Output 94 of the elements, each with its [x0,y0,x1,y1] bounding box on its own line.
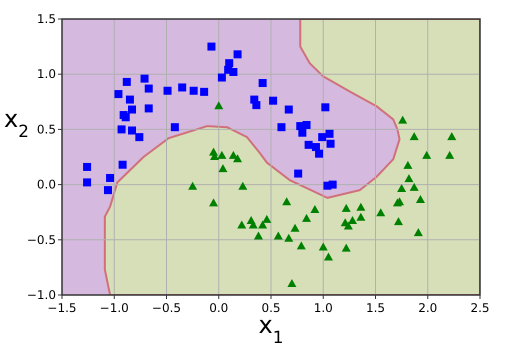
point [416,195,425,204]
y-tick-label: −0.5 [26,232,56,247]
point [140,74,149,83]
point [344,222,353,230]
point [304,140,313,149]
point [326,130,334,138]
x-tick-label: −0.5 [152,301,182,315]
y-axis-title: x$_{2}$ [4,105,29,141]
point [83,178,92,186]
point [269,96,278,105]
point [398,116,408,124]
point [254,231,263,240]
point [290,224,300,232]
point [258,79,267,88]
point [410,132,419,140]
point [144,84,153,93]
point [229,68,238,76]
point [128,126,136,135]
y-tick-label: 0.0 [36,178,56,192]
y-tick-label: 1.5 [36,12,56,26]
point [83,162,92,171]
x-tick-label: −1.0 [100,301,129,315]
y-tick-label: 0.5 [36,122,56,136]
point [302,214,312,222]
point [104,186,112,194]
x-tick-label: 1.0 [314,301,333,315]
point [326,140,335,148]
x-tick-label: 2.5 [470,301,490,315]
point [445,150,454,159]
x-tick-label: −1.5 [47,301,77,315]
point [414,228,423,236]
point [296,241,306,250]
point [287,278,296,287]
point [200,88,208,96]
point [294,170,302,178]
point [144,104,153,112]
point [410,182,419,191]
point [118,125,126,134]
point [324,252,333,260]
point [356,202,366,211]
point [234,50,242,58]
x-tick-label: 0.0 [209,301,228,315]
point [188,182,198,190]
point [284,106,293,114]
point [328,180,337,189]
point [318,242,328,251]
point [262,214,272,223]
point [126,96,134,104]
point [397,184,406,192]
point [447,132,456,140]
point [218,164,228,172]
point [233,154,242,162]
point [318,133,326,142]
x-tick-label: 2.0 [418,301,438,315]
point [122,78,131,86]
point [277,123,286,132]
point [376,208,386,216]
point [284,234,294,242]
point [170,123,179,132]
point [315,150,324,158]
point [356,212,366,221]
point [214,101,224,110]
point [310,204,320,213]
point [302,120,311,129]
point [258,220,268,228]
point [135,133,144,142]
point [422,150,432,159]
point [106,174,114,182]
y-tick-label: 1.0 [36,67,56,82]
point [238,182,248,190]
point [342,244,351,252]
point [342,204,351,212]
point [237,220,246,228]
point [118,160,127,169]
x-tick-label: 1.5 [366,301,386,315]
point [282,197,292,206]
point [209,198,218,206]
point [298,128,306,137]
point [404,174,414,182]
point [190,86,198,95]
point [321,103,330,112]
point [394,217,403,226]
point [348,216,358,224]
point [164,86,172,95]
y-tick-label: −1.0 [26,288,56,302]
point [217,150,226,159]
point [178,83,186,92]
point [403,160,412,169]
point [128,106,136,114]
point [218,74,226,82]
point [252,101,260,110]
point [274,231,283,240]
point [114,90,122,98]
point [207,42,216,51]
